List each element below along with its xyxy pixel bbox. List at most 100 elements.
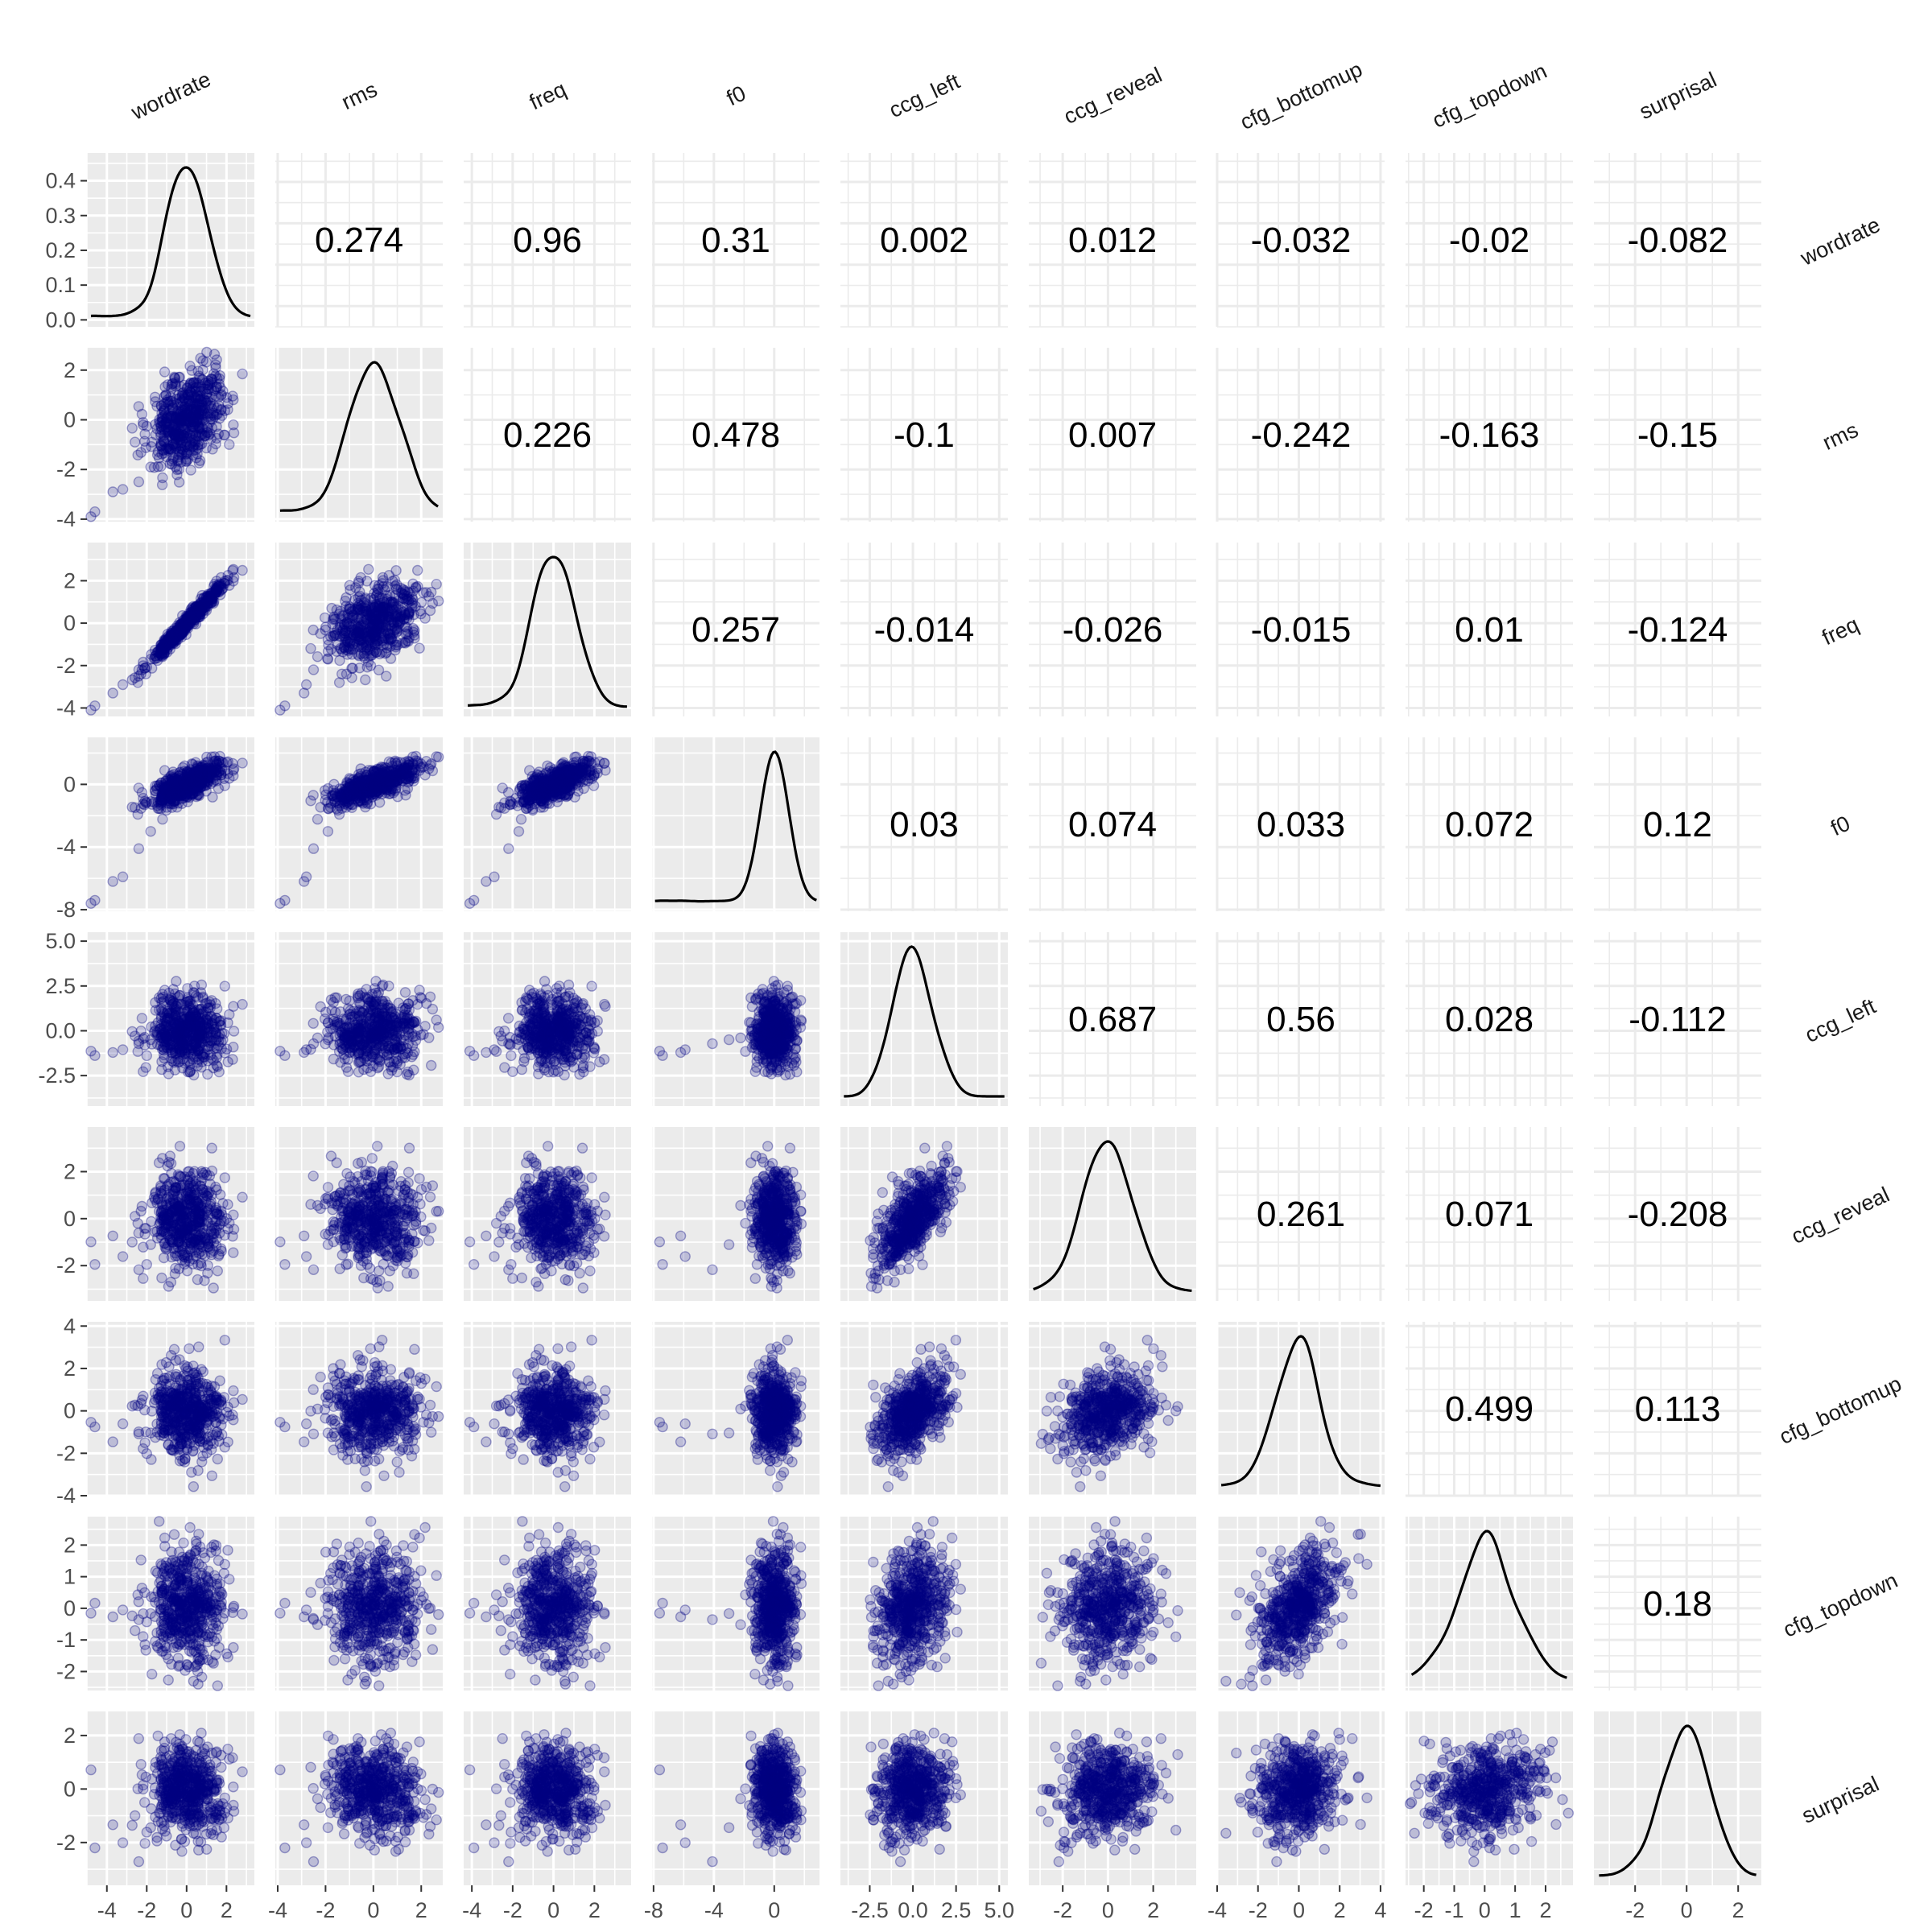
panel-wordrate-surprisal: -0.082 [1594, 153, 1761, 328]
point [338, 1038, 350, 1050]
panel-wordrate-ccg_left: 0.002 [840, 153, 1008, 328]
point [182, 1066, 194, 1078]
point [171, 1001, 183, 1013]
correlation-value: 0.274 [315, 221, 403, 260]
point [133, 843, 145, 854]
point [180, 424, 192, 436]
point [117, 679, 129, 691]
point [155, 400, 167, 411]
point [166, 378, 178, 390]
point [167, 1027, 179, 1039]
correlation-value: 0.12 [1643, 805, 1712, 844]
point [159, 409, 171, 420]
point [208, 597, 219, 609]
point [133, 782, 145, 794]
correlation-value: -0.032 [1251, 221, 1352, 260]
point [145, 826, 156, 837]
correlation-value: 0.033 [1257, 805, 1345, 844]
point [175, 440, 186, 452]
correlation-value: -0.015 [1251, 610, 1352, 650]
point [365, 637, 378, 649]
point [192, 761, 204, 772]
point [190, 1038, 202, 1050]
point [212, 408, 223, 420]
point [198, 405, 209, 416]
point [136, 1013, 148, 1024]
point [399, 1051, 411, 1063]
point [188, 410, 199, 422]
density-curve-wordrate [90, 166, 251, 318]
point [332, 1017, 344, 1028]
point [194, 455, 206, 466]
panel-wordrate-freq: 0.96 [464, 153, 631, 328]
point [160, 413, 172, 424]
point [139, 428, 151, 440]
point [193, 386, 204, 398]
point [179, 379, 190, 391]
point [212, 764, 223, 776]
point [433, 1022, 444, 1034]
correlation-value: 0.012 [1068, 221, 1157, 260]
point [196, 413, 208, 425]
panel-f0-ccg_reveal: 0.074 [1029, 737, 1196, 911]
point [387, 576, 398, 587]
point [279, 700, 291, 712]
point [179, 403, 191, 415]
point [150, 780, 161, 791]
correlation-value: -0.082 [1628, 221, 1728, 260]
point [107, 1046, 118, 1059]
point [133, 1038, 145, 1050]
point [543, 782, 555, 794]
point [167, 440, 179, 452]
point [175, 381, 187, 393]
point [412, 564, 423, 576]
point [382, 1016, 394, 1027]
point [182, 768, 193, 779]
point [399, 757, 411, 768]
point [201, 346, 213, 358]
point [155, 460, 167, 473]
point [415, 992, 426, 1003]
matrix-panels: 0.274 0.96 0.31 0.002 0.012 -0.032 -0.02 -0.082… [85, 153, 1761, 1885]
point [155, 439, 167, 451]
panel-f0-surprisal: 0.12 [1594, 737, 1761, 911]
point [490, 808, 502, 820]
panel-background [652, 737, 819, 911]
point [315, 628, 326, 639]
point [355, 768, 367, 779]
point [210, 359, 221, 370]
point [376, 634, 388, 646]
point [184, 378, 196, 390]
point [390, 642, 402, 653]
point [163, 427, 174, 438]
point [174, 433, 186, 445]
point [322, 782, 334, 795]
panel-f0-wordrate [85, 737, 254, 911]
point [194, 413, 205, 424]
point [399, 1004, 411, 1015]
point [160, 416, 172, 427]
point [552, 768, 564, 779]
point [89, 506, 101, 518]
point [279, 1050, 291, 1062]
panel-wordrate-ccg_reveal: 0.012 [1029, 153, 1196, 328]
panel-background [87, 153, 254, 327]
point [173, 449, 185, 460]
point [415, 1030, 427, 1041]
point [175, 434, 186, 445]
point [178, 430, 190, 442]
point [333, 677, 345, 688]
point [516, 780, 527, 791]
point [503, 843, 514, 854]
point [228, 1041, 239, 1053]
point [374, 580, 385, 591]
point [174, 415, 185, 427]
point [133, 401, 145, 412]
correlation-value: 0.01 [1455, 610, 1524, 650]
panel-rms-surprisal: -0.15 [1594, 348, 1761, 522]
point [117, 484, 129, 495]
point [192, 419, 204, 431]
point [156, 411, 167, 423]
point [138, 417, 149, 428]
point [218, 429, 229, 441]
